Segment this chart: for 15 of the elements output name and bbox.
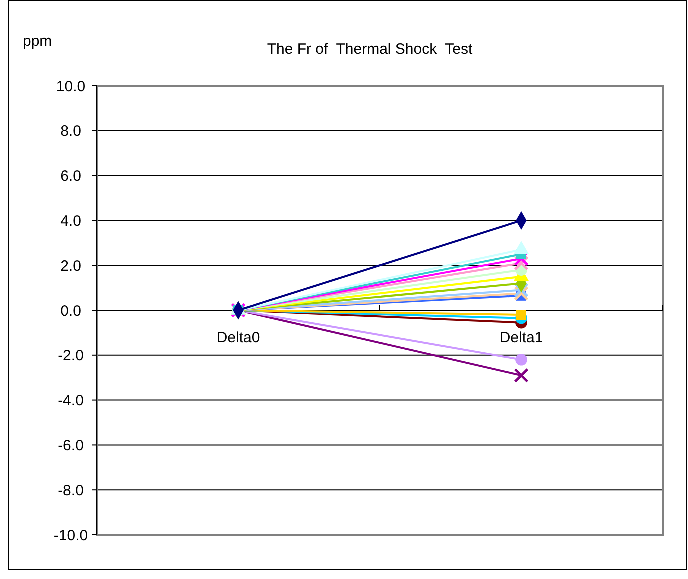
y-tick-label: 6.0 <box>60 168 82 186</box>
y-tick-label: -10.0 <box>54 527 88 544</box>
y-tick-label: 2.0 <box>60 258 82 275</box>
y-tick-label: 4.0 <box>60 212 82 230</box>
y-tick-label: -2.0 <box>58 348 84 365</box>
x-tick-label: Delta1 <box>500 330 544 346</box>
x-tick-label: Delta0 <box>216 330 260 346</box>
y-tick-label: 8.0 <box>60 123 82 140</box>
chart-title: The Fr of Thermal Shock Test <box>267 41 474 58</box>
y-tick-label: -6.0 <box>58 437 84 454</box>
y-tick-label: 10.0 <box>56 78 86 96</box>
y-tick-label: -4.0 <box>58 392 84 410</box>
y-tick-label: 0.0 <box>60 302 82 320</box>
y-tick-label: -8.0 <box>58 482 84 500</box>
y-axis-title: ppm <box>23 33 52 50</box>
